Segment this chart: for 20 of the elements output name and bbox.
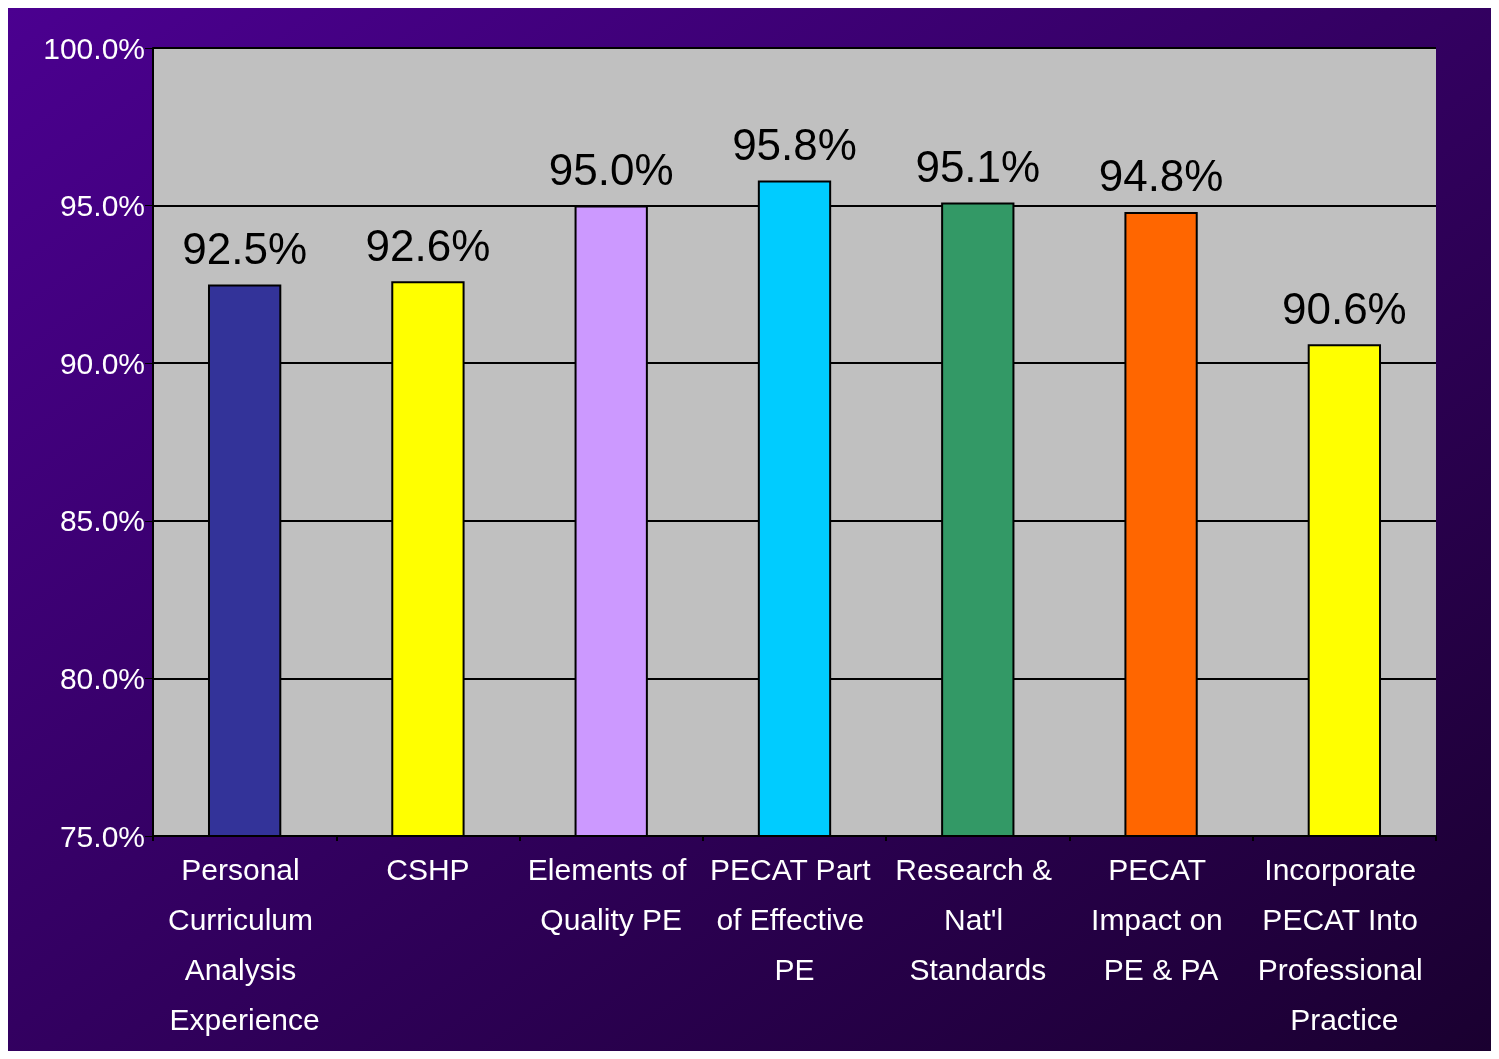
x-tick-label: Elements of Quality PE xyxy=(527,852,695,936)
x-tick-label: Incorporate PECAT Into Professional Practice xyxy=(1257,852,1432,1036)
y-tick-label: 100.0% xyxy=(43,31,145,65)
data-label: 92.5% xyxy=(182,223,308,273)
data-label: 95.1% xyxy=(915,141,1041,191)
data-label: 95.8% xyxy=(732,119,857,169)
data-label: 95.0% xyxy=(548,145,674,195)
data-label: 90.6% xyxy=(1281,283,1407,333)
x-tick-label: PECAT Impact on PE & PA xyxy=(1091,852,1232,986)
x-tick-label: CSHP xyxy=(386,852,470,886)
x-tick-label: PECAT Part of Effective PE xyxy=(710,852,879,986)
y-tick-label: 90.0% xyxy=(59,346,145,380)
y-tick-label: 95.0% xyxy=(59,189,145,223)
data-label: 94.8% xyxy=(1098,151,1224,201)
y-tick-label: 85.0% xyxy=(59,504,145,538)
y-tick-label: 75.0% xyxy=(59,819,145,853)
x-tick-label: Research & Nat'l Standards xyxy=(895,852,1061,986)
x-tick-label: Personal Curriculum Analysis Experience xyxy=(167,852,322,1036)
y-tick-label: 80.0% xyxy=(59,661,145,695)
data-label: 92.6% xyxy=(365,220,491,270)
